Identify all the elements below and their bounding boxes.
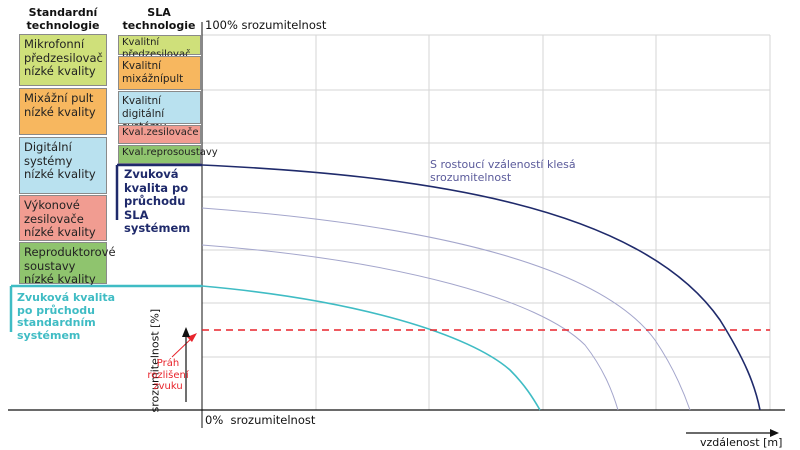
standard-chain-box-5: Reproduktorové soustavy nízké kvality — [19, 242, 116, 286]
sla-intelligibility-curve — [201, 164, 761, 411]
sla-technology-header: SLA technologie — [122, 6, 196, 32]
y-axis-arrow-head — [182, 327, 190, 337]
bottom-axis-label: 0% srozumitelnost — [205, 413, 316, 427]
standard-chain-box-3: Digitální systémy nízké kvality — [19, 137, 107, 194]
sla-quality-label: Zvuková kvalita po průchodu SLA systémem — [124, 167, 191, 235]
sla-chain-box-4: Kval.zesilovače — [118, 125, 201, 144]
standard-chain-box-2: Mixážní pult nízké kvality — [19, 88, 107, 135]
sla-chain-box-1: Kvalitní předzesilovač — [118, 35, 201, 60]
standard-chain-box-1: Mikrofonní předzesilovač nízké kvality — [19, 34, 107, 86]
intermediate-curve-upper — [201, 207, 691, 411]
threshold-label: Práh rozlišení zvuku — [147, 358, 189, 392]
intermediate-curve-lower — [201, 244, 619, 411]
standard-quality-label: Zvuková kvalita po průchodu standardním … — [17, 291, 116, 342]
x-axis-label: vzdálenost [m] — [700, 436, 783, 449]
curve-note: S rostoucí vzáleností klesá srozumitelno… — [430, 158, 576, 184]
top-axis-label: 100% srozumitelnost — [205, 18, 327, 32]
threshold-arrow-head — [187, 333, 197, 342]
standard-technology-header: Standardní technologie — [26, 6, 100, 32]
standard-intelligibility-curve — [201, 285, 541, 411]
x-axis-arrow-head — [770, 429, 779, 437]
sla-chain-box-5: Kval.reprosoustavy — [118, 145, 218, 164]
sla-chain-box-2: Kvalitní mixážnípult — [118, 56, 201, 90]
grid — [202, 35, 771, 410]
standard-chain-box-4: Výkonové zesilovače nízké kvality — [19, 195, 107, 241]
